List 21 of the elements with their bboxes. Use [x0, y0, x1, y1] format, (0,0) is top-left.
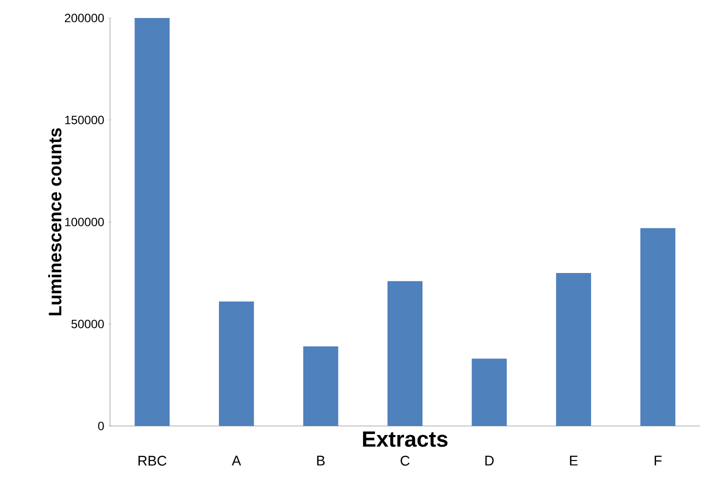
y-tick-label: 150000: [65, 116, 104, 124]
bar: [134, 18, 170, 426]
x-axis-title: Extracts: [363, 432, 448, 447]
bar: [640, 228, 676, 426]
bar: [218, 302, 254, 426]
y-axis-title: Luminescence counts: [48, 128, 62, 316]
y-tick-label: 200000: [64, 14, 104, 22]
x-tick-label: A: [232, 456, 242, 466]
x-tick-label: C: [400, 456, 410, 466]
bar: [472, 358, 507, 426]
y-tick-label: 0: [98, 422, 104, 430]
x-tick-label: E: [570, 456, 578, 466]
y-tick-label: 50000: [71, 320, 104, 328]
x-tick-label: D: [485, 456, 494, 466]
bar: [556, 272, 592, 426]
x-tick-label: RBC: [138, 456, 166, 466]
bar: [388, 281, 422, 426]
y-tick-label: 100000: [65, 218, 104, 226]
x-tick-label: B: [317, 456, 325, 466]
x-tick-label: F: [654, 456, 662, 466]
bar: [303, 346, 338, 426]
